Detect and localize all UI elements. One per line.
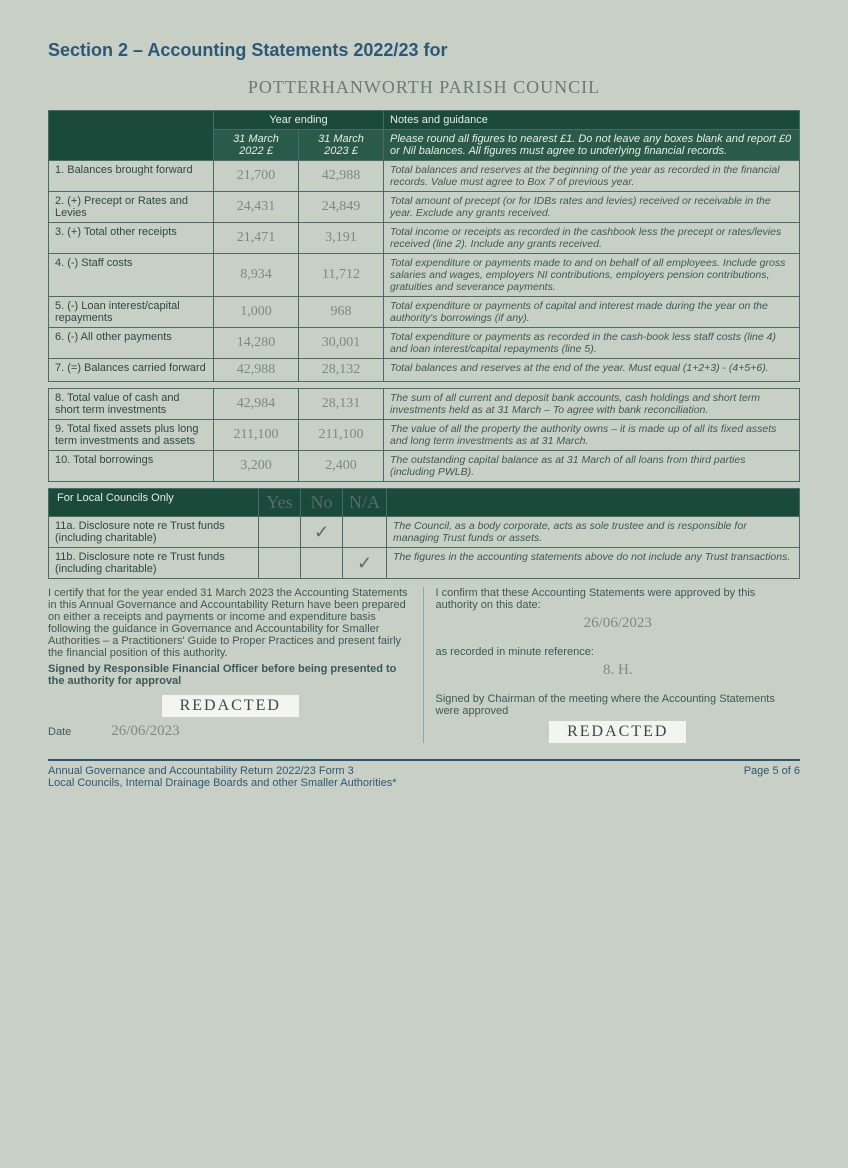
value-2023: 28,132 xyxy=(299,359,384,382)
header-year-ending: Year ending xyxy=(214,111,384,130)
trust-yes xyxy=(259,517,301,548)
value-2023: 28,131 xyxy=(299,389,384,420)
value-2022: 3,200 xyxy=(214,451,299,482)
row-label: 3. (+) Total other receipts xyxy=(49,223,214,254)
certification-row: I certify that for the year ended 31 Mar… xyxy=(48,587,800,743)
cert-left: I certify that for the year ended 31 Mar… xyxy=(48,587,413,743)
footer-line2: Local Councils, Internal Drainage Boards… xyxy=(48,777,397,789)
row-guidance: Total expenditure or payments made to an… xyxy=(384,254,800,297)
row-guidance: The sum of all current and deposit bank … xyxy=(384,389,800,420)
row-guidance: Total income or receipts as recorded in … xyxy=(384,223,800,254)
row-guidance: Total balances and reserves at the end o… xyxy=(384,359,800,382)
value-2023: 968 xyxy=(299,297,384,328)
cert-right: I confirm that these Accounting Statemen… xyxy=(423,587,801,743)
trust-yes xyxy=(259,548,301,579)
trust-no xyxy=(301,548,343,579)
header-notes: Notes and guidance xyxy=(384,111,800,130)
value-2022: 211,100 xyxy=(214,420,299,451)
row-guidance: The outstanding capital balance as at 31… xyxy=(384,451,800,482)
value-2023: 211,100 xyxy=(299,420,384,451)
row-label: 6. (-) All other payments xyxy=(49,328,214,359)
value-2022: 8,934 xyxy=(214,254,299,297)
value-2023: 30,001 xyxy=(299,328,384,359)
header-2023: 31 March 2023 £ xyxy=(299,130,384,161)
value-2022: 42,984 xyxy=(214,389,299,420)
row-label: 8. Total value of cash and short term in… xyxy=(49,389,214,420)
value-2022: 1,000 xyxy=(214,297,299,328)
signature-rfo: REDACTED xyxy=(162,695,299,717)
cert-text-right3: Signed by Chairman of the meeting where … xyxy=(436,693,801,717)
signature-chairman: REDACTED xyxy=(549,721,686,743)
trust-header-na: N/A xyxy=(343,489,387,517)
value-2022: 21,471 xyxy=(214,223,299,254)
value-2023: 42,988 xyxy=(299,161,384,192)
footer-page: Page 5 of 6 xyxy=(744,765,800,789)
value-2023: 11,712 xyxy=(299,254,384,297)
trust-row-label: 11a. Disclosure note re Trust funds (inc… xyxy=(49,517,259,548)
footer-line1: Annual Governance and Accountability Ret… xyxy=(48,765,397,777)
value-2022: 24,431 xyxy=(214,192,299,223)
accounting-table-2: 8. Total value of cash and short term in… xyxy=(48,388,800,482)
trust-na xyxy=(343,517,387,548)
council-name: POTTERHANWORTH PARISH COUNCIL xyxy=(48,77,800,98)
row-guidance: Total expenditure or payments of capital… xyxy=(384,297,800,328)
value-2023: 3,191 xyxy=(299,223,384,254)
value-2023: 2,400 xyxy=(299,451,384,482)
cert-text-right1: I confirm that these Accounting Statemen… xyxy=(436,587,801,611)
row-guidance: Total amount of precept (or for IDBs rat… xyxy=(384,192,800,223)
trust-row-label: 11b. Disclosure note re Trust funds (inc… xyxy=(49,548,259,579)
row-label: 9. Total fixed assets plus long term inv… xyxy=(49,420,214,451)
value-2022: 21,700 xyxy=(214,161,299,192)
trust-header-yes: Yes xyxy=(259,489,301,517)
row-label: 10. Total borrowings xyxy=(49,451,214,482)
section-title: Section 2 – Accounting Statements 2022/2… xyxy=(48,40,800,61)
minute-ref: 8. H. xyxy=(436,662,801,679)
row-guidance: Total expenditure or payments as recorde… xyxy=(384,328,800,359)
row-guidance: Total balances and reserves at the begin… xyxy=(384,161,800,192)
cert-text-left: I certify that for the year ended 31 Mar… xyxy=(48,587,413,659)
trust-table: For Local Councils Only Yes No N/A 11a. … xyxy=(48,488,800,579)
row-label: 2. (+) Precept or Rates and Levies xyxy=(49,192,214,223)
value-2022: 14,280 xyxy=(214,328,299,359)
approval-date: 26/06/2023 xyxy=(436,615,801,632)
header-rounding: Please round all figures to nearest £1. … xyxy=(384,130,800,161)
value-2022: 42,988 xyxy=(214,359,299,382)
cert-text-right2: as recorded in minute reference: xyxy=(436,646,801,658)
row-label: 5. (-) Loan interest/capital repayments xyxy=(49,297,214,328)
trust-header-title: For Local Councils Only xyxy=(49,489,259,517)
row-label: 7. (=) Balances carried forward xyxy=(49,359,214,382)
value-2023: 24,849 xyxy=(299,192,384,223)
trust-guidance: The figures in the accounting statements… xyxy=(387,548,800,579)
accounting-table-1: Year ending Notes and guidance 31 March … xyxy=(48,110,800,382)
trust-guidance: The Council, as a body corporate, acts a… xyxy=(387,517,800,548)
page-footer: Annual Governance and Accountability Ret… xyxy=(48,759,800,789)
row-label: 1. Balances brought forward xyxy=(49,161,214,192)
cert-signed-rfo: Signed by Responsible Financial Officer … xyxy=(48,663,413,687)
date-label: Date xyxy=(48,726,71,738)
trust-na: ✓ xyxy=(343,548,387,579)
row-guidance: The value of all the property the author… xyxy=(384,420,800,451)
trust-header-no: No xyxy=(301,489,343,517)
header-2022: 31 March 2022 £ xyxy=(214,130,299,161)
trust-no: ✓ xyxy=(301,517,343,548)
row-label: 4. (-) Staff costs xyxy=(49,254,214,297)
date-value: 26/06/2023 xyxy=(111,723,179,740)
